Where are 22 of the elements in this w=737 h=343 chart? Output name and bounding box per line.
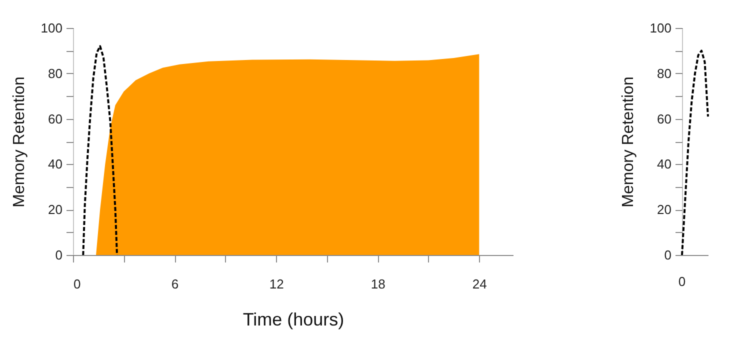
x-axis-title: Time (hours) [242,310,344,330]
x-tick-label: 18 [370,276,386,292]
x-tick-label: 0 [74,276,81,292]
y-tick-label: 80 [657,66,672,81]
y-tick-label: 20 [48,202,62,218]
y-tick-label: 100 [40,20,62,36]
y-tick-label: 40 [48,156,62,172]
y-tick-label: 40 [657,156,672,172]
y-tick-label: 60 [48,111,62,126]
y-tick-label: 0 [664,248,672,262]
y-axis-title: Memory Retention [10,76,28,208]
y-tick-label: 0 [55,248,62,262]
x-tick-label: 6 [171,276,179,292]
line-series [82,45,118,256]
y-tick-label: 100 [650,20,672,36]
x-tick-label: 24 [472,276,487,292]
line-series [681,50,709,256]
y-tick-label: 60 [657,111,672,126]
y-tick-label: 80 [48,66,62,81]
y-axis-title: Memory Retention [620,76,637,208]
x-tick-label: 12 [269,276,284,292]
y-tick-label: 20 [657,202,672,218]
